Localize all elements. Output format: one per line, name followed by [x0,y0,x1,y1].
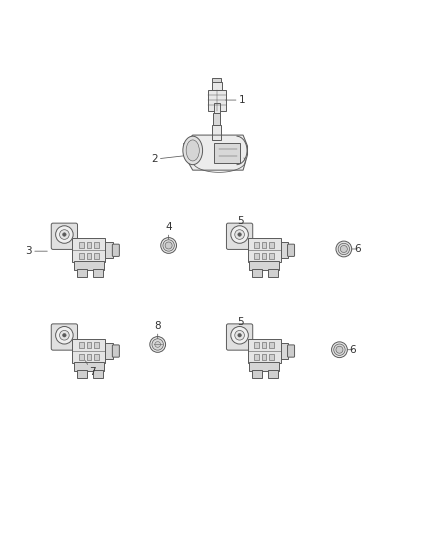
FancyBboxPatch shape [269,241,274,248]
Circle shape [63,334,66,337]
FancyBboxPatch shape [94,241,99,248]
Text: 4: 4 [165,222,172,239]
FancyBboxPatch shape [105,243,113,258]
FancyBboxPatch shape [248,238,280,262]
FancyBboxPatch shape [254,241,259,248]
FancyBboxPatch shape [74,362,103,371]
FancyBboxPatch shape [254,354,259,360]
FancyBboxPatch shape [280,343,288,359]
FancyBboxPatch shape [250,362,279,371]
FancyBboxPatch shape [79,241,84,248]
Polygon shape [184,135,247,170]
FancyBboxPatch shape [93,269,103,277]
Circle shape [56,327,73,344]
FancyBboxPatch shape [287,244,294,256]
Circle shape [152,339,163,350]
Circle shape [150,336,166,352]
FancyBboxPatch shape [254,342,259,349]
FancyBboxPatch shape [94,354,99,360]
Circle shape [238,233,241,236]
FancyBboxPatch shape [77,370,86,378]
FancyBboxPatch shape [51,223,78,249]
Ellipse shape [183,136,202,165]
FancyBboxPatch shape [77,269,86,277]
FancyBboxPatch shape [262,253,266,259]
Circle shape [155,342,161,348]
FancyBboxPatch shape [252,370,262,378]
FancyBboxPatch shape [287,345,294,357]
Circle shape [338,243,350,255]
FancyBboxPatch shape [254,253,259,259]
FancyBboxPatch shape [79,342,84,349]
FancyBboxPatch shape [112,244,119,256]
Text: 3: 3 [25,246,47,256]
Circle shape [235,230,244,239]
FancyBboxPatch shape [262,342,266,349]
FancyBboxPatch shape [268,370,278,378]
Text: 2: 2 [151,154,193,164]
FancyBboxPatch shape [87,241,91,248]
FancyBboxPatch shape [262,354,266,360]
FancyBboxPatch shape [105,343,113,359]
Circle shape [56,226,73,243]
FancyBboxPatch shape [112,345,119,357]
Circle shape [332,342,347,358]
Text: 5: 5 [237,317,244,334]
FancyBboxPatch shape [269,253,274,259]
FancyBboxPatch shape [212,78,221,82]
Circle shape [231,226,248,243]
FancyBboxPatch shape [212,82,222,90]
FancyBboxPatch shape [94,342,99,349]
Text: 6: 6 [352,244,360,254]
Circle shape [63,233,66,236]
Circle shape [238,334,241,337]
Text: 5: 5 [237,216,244,233]
Text: 8: 8 [154,321,161,339]
Circle shape [60,330,69,340]
Text: 1: 1 [226,95,245,105]
FancyBboxPatch shape [269,342,274,349]
Circle shape [340,246,347,253]
FancyBboxPatch shape [214,103,219,113]
FancyBboxPatch shape [51,324,78,350]
Circle shape [235,330,244,340]
FancyBboxPatch shape [252,269,262,277]
FancyBboxPatch shape [74,262,103,270]
FancyBboxPatch shape [94,253,99,259]
Text: 7: 7 [85,361,95,377]
FancyBboxPatch shape [87,253,91,259]
FancyBboxPatch shape [79,253,84,259]
FancyBboxPatch shape [214,142,240,163]
FancyBboxPatch shape [226,223,253,249]
Circle shape [165,242,172,249]
Circle shape [161,238,177,253]
FancyBboxPatch shape [226,324,253,350]
FancyBboxPatch shape [79,354,84,360]
FancyBboxPatch shape [93,370,103,378]
Circle shape [336,241,352,257]
FancyBboxPatch shape [212,125,221,140]
FancyBboxPatch shape [250,262,279,270]
Circle shape [334,344,345,356]
FancyBboxPatch shape [213,113,220,125]
Text: 6: 6 [347,345,356,355]
FancyBboxPatch shape [268,269,278,277]
Circle shape [336,346,343,353]
FancyBboxPatch shape [72,238,105,262]
Circle shape [231,327,248,344]
Circle shape [163,240,174,251]
FancyBboxPatch shape [262,241,266,248]
FancyBboxPatch shape [87,354,91,360]
FancyBboxPatch shape [208,90,226,110]
FancyBboxPatch shape [72,339,105,363]
FancyBboxPatch shape [87,342,91,349]
FancyBboxPatch shape [269,354,274,360]
FancyBboxPatch shape [248,339,280,363]
Circle shape [60,230,69,239]
Ellipse shape [186,140,199,161]
FancyBboxPatch shape [280,243,288,258]
